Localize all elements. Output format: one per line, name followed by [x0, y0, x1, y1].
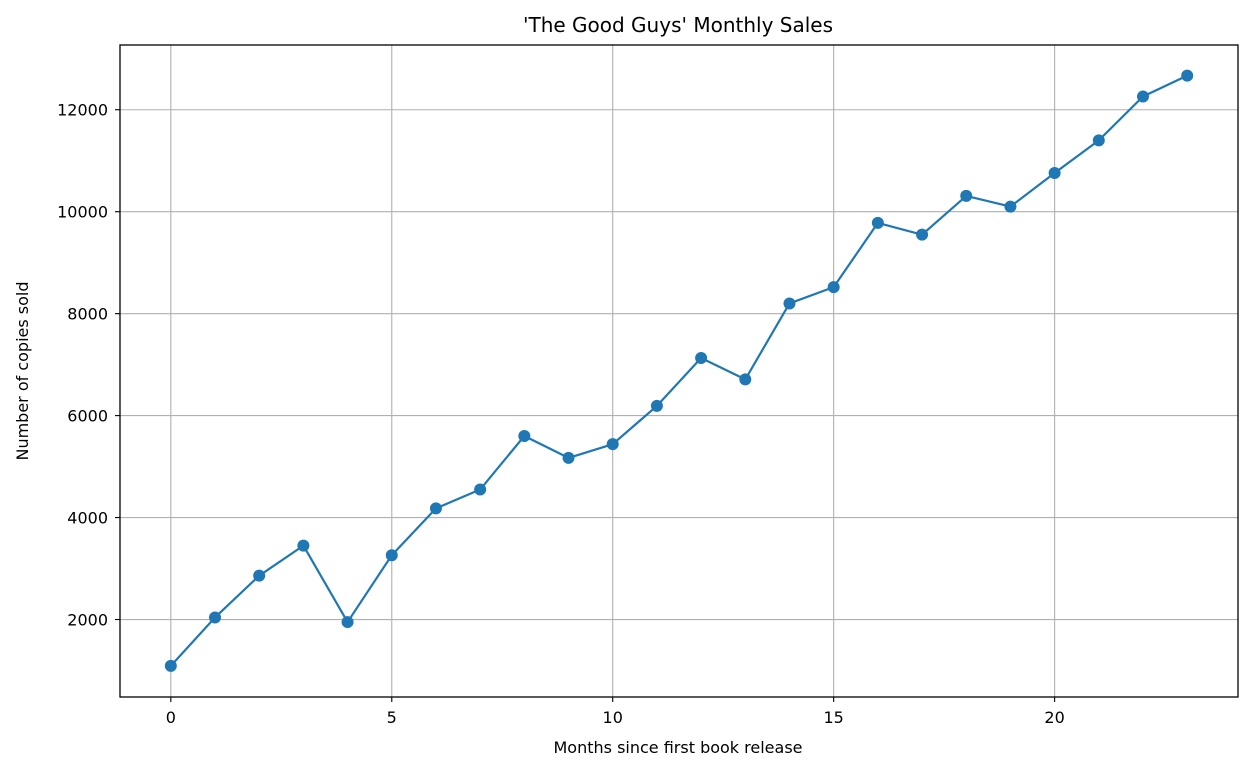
data-point: [562, 451, 575, 464]
data-point: [385, 549, 398, 562]
data-point: [474, 483, 487, 496]
data-point: [695, 352, 708, 365]
data-point: [209, 611, 222, 624]
data-point: [916, 228, 929, 241]
plot-area-frame: [119, 44, 1239, 698]
data-point: [871, 216, 884, 229]
data-point: [297, 539, 310, 552]
data-point: [1092, 134, 1105, 147]
data-point: [1004, 200, 1017, 213]
x-tick-label: 10: [603, 708, 623, 727]
x-axis-label: Months since first book release: [554, 738, 803, 757]
data-point: [164, 659, 177, 672]
y-tick-label: 8000: [67, 305, 108, 324]
data-point: [960, 189, 973, 202]
data-point: [518, 429, 531, 442]
data-point: [1136, 90, 1149, 103]
data-point: [429, 502, 442, 515]
grid-lines: [120, 45, 1238, 697]
y-tick-label: 6000: [67, 407, 108, 426]
data-series: [164, 69, 1194, 672]
data-point: [650, 399, 663, 412]
x-tick-label: 5: [387, 708, 397, 727]
data-point: [783, 297, 796, 310]
y-tick-label: 4000: [67, 509, 108, 528]
y-axis-ticks: 2000 4000 6000 8000 10000 12000: [57, 101, 120, 630]
x-tick-label: 15: [823, 708, 843, 727]
data-point: [739, 373, 752, 386]
x-tick-label: 0: [166, 708, 176, 727]
y-axis-label: Number of copies sold: [13, 281, 32, 460]
y-tick-label: 12000: [57, 101, 108, 120]
data-point: [606, 438, 619, 451]
chart-title: 'The Good Guys' Monthly Sales: [523, 13, 833, 37]
y-tick-label: 2000: [67, 611, 108, 630]
series-line: [170, 74, 1188, 667]
data-point: [1048, 166, 1061, 179]
data-point: [1181, 69, 1194, 82]
x-tick-label: 20: [1044, 708, 1064, 727]
data-point: [253, 569, 266, 582]
data-point: [341, 616, 354, 629]
y-tick-label: 10000: [57, 203, 108, 222]
data-point: [827, 281, 840, 294]
x-axis-ticks: 0 5 10 15 20: [166, 697, 1065, 727]
